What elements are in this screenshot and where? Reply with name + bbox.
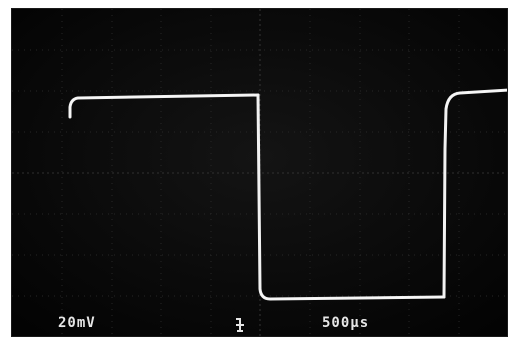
oscilloscope-display xyxy=(12,9,507,336)
volts-per-division-readout: 20mV xyxy=(58,315,96,331)
trigger-ground-icon xyxy=(236,318,244,332)
graticule xyxy=(12,9,507,336)
oscilloscope-screen: 20mV 500µs xyxy=(11,8,508,337)
time-per-division-readout: 500µs xyxy=(322,315,370,331)
